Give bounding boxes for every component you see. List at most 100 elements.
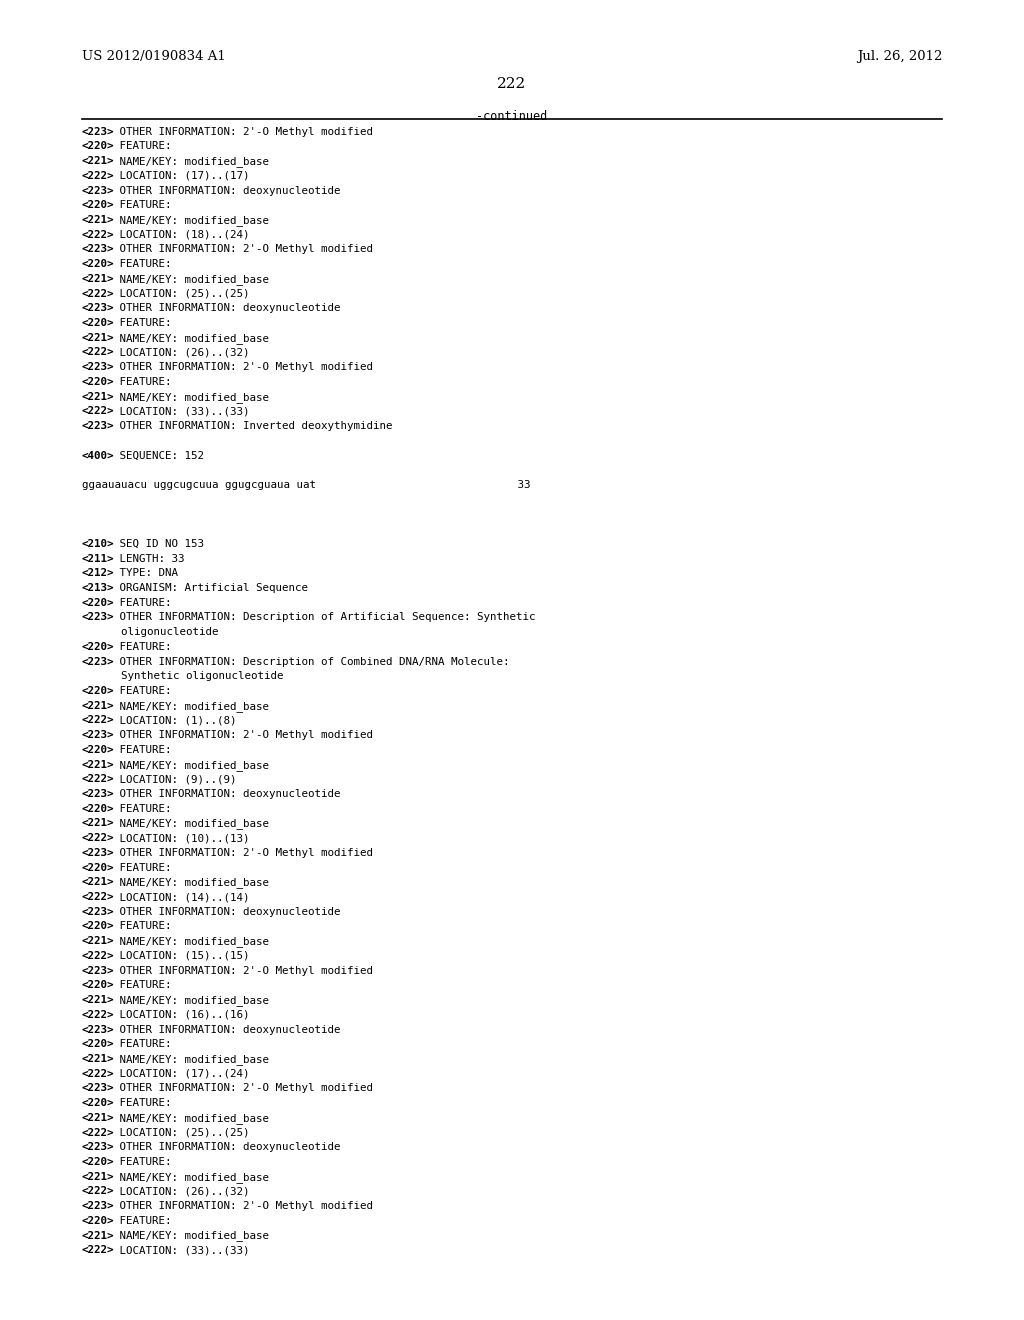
Text: NAME/KEY: modified_base: NAME/KEY: modified_base <box>114 701 269 711</box>
Text: <221>: <221> <box>82 275 115 284</box>
Text: <221>: <221> <box>82 1113 115 1123</box>
Text: OTHER INFORMATION: deoxynucleotide: OTHER INFORMATION: deoxynucleotide <box>114 304 341 313</box>
Text: <220>: <220> <box>82 804 115 813</box>
Text: <222>: <222> <box>82 892 115 902</box>
Text: <220>: <220> <box>82 141 115 152</box>
Text: Jul. 26, 2012: Jul. 26, 2012 <box>857 50 942 63</box>
Text: <220>: <220> <box>82 863 115 873</box>
Text: <213>: <213> <box>82 583 115 593</box>
Text: NAME/KEY: modified_base: NAME/KEY: modified_base <box>114 275 269 285</box>
Text: OTHER INFORMATION: deoxynucleotide: OTHER INFORMATION: deoxynucleotide <box>114 186 341 195</box>
Text: <223>: <223> <box>82 127 115 137</box>
Text: <222>: <222> <box>82 347 115 358</box>
Text: <221>: <221> <box>82 1053 115 1064</box>
Text: FEATURE:: FEATURE: <box>114 921 172 932</box>
Text: <223>: <223> <box>82 1024 115 1035</box>
Text: <221>: <221> <box>82 1172 115 1181</box>
Text: OTHER INFORMATION: 2'-O Methyl modified: OTHER INFORMATION: 2'-O Methyl modified <box>114 244 374 255</box>
Text: ggaauauacu uggcugcuua ggugcguaua uat                               33: ggaauauacu uggcugcuua ggugcguaua uat 33 <box>82 480 530 490</box>
Text: OTHER INFORMATION: 2'-O Methyl modified: OTHER INFORMATION: 2'-O Methyl modified <box>114 362 374 372</box>
Text: <220>: <220> <box>82 981 115 990</box>
Text: <210>: <210> <box>82 539 115 549</box>
Text: FEATURE:: FEATURE: <box>114 804 172 813</box>
Text: NAME/KEY: modified_base: NAME/KEY: modified_base <box>114 1053 269 1065</box>
Text: NAME/KEY: modified_base: NAME/KEY: modified_base <box>114 1113 269 1123</box>
Text: OTHER INFORMATION: 2'-O Methyl modified: OTHER INFORMATION: 2'-O Methyl modified <box>114 966 374 975</box>
Text: <211>: <211> <box>82 553 115 564</box>
Text: oligonucleotide: oligonucleotide <box>82 627 218 638</box>
Text: <220>: <220> <box>82 1156 115 1167</box>
Text: OTHER INFORMATION: Description of Combined DNA/RNA Molecule:: OTHER INFORMATION: Description of Combin… <box>114 656 510 667</box>
Text: <220>: <220> <box>82 598 115 607</box>
Text: <220>: <220> <box>82 318 115 329</box>
Text: <220>: <220> <box>82 1039 115 1049</box>
Text: <223>: <223> <box>82 421 115 432</box>
Text: LOCATION: (17)..(17): LOCATION: (17)..(17) <box>114 170 250 181</box>
Text: <220>: <220> <box>82 686 115 696</box>
Text: <222>: <222> <box>82 1187 115 1196</box>
Text: <222>: <222> <box>82 289 115 298</box>
Text: <223>: <223> <box>82 966 115 975</box>
Text: LOCATION: (9)..(9): LOCATION: (9)..(9) <box>114 775 237 784</box>
Text: <222>: <222> <box>82 1127 115 1138</box>
Text: <220>: <220> <box>82 378 115 387</box>
Text: LOCATION: (10)..(13): LOCATION: (10)..(13) <box>114 833 250 843</box>
Text: FEATURE:: FEATURE: <box>114 981 172 990</box>
Text: <223>: <223> <box>82 1084 115 1093</box>
Text: FEATURE:: FEATURE: <box>114 863 172 873</box>
Text: NAME/KEY: modified_base: NAME/KEY: modified_base <box>114 215 269 226</box>
Text: FEATURE:: FEATURE: <box>114 686 172 696</box>
Text: NAME/KEY: modified_base: NAME/KEY: modified_base <box>114 156 269 168</box>
Text: <223>: <223> <box>82 304 115 313</box>
Text: FEATURE:: FEATURE: <box>114 642 172 652</box>
Text: <223>: <223> <box>82 907 115 917</box>
Text: LOCATION: (25)..(25): LOCATION: (25)..(25) <box>114 1127 250 1138</box>
Text: <222>: <222> <box>82 230 115 240</box>
Text: FEATURE:: FEATURE: <box>114 378 172 387</box>
Text: <220>: <220> <box>82 744 115 755</box>
Text: FEATURE:: FEATURE: <box>114 1098 172 1107</box>
Text: <222>: <222> <box>82 1069 115 1078</box>
Text: LOCATION: (26)..(32): LOCATION: (26)..(32) <box>114 1187 250 1196</box>
Text: <222>: <222> <box>82 1245 115 1255</box>
Text: NAME/KEY: modified_base: NAME/KEY: modified_base <box>114 1230 269 1242</box>
Text: OTHER INFORMATION: deoxynucleotide: OTHER INFORMATION: deoxynucleotide <box>114 789 341 799</box>
Text: OTHER INFORMATION: Inverted deoxythymidine: OTHER INFORMATION: Inverted deoxythymidi… <box>114 421 393 432</box>
Text: <220>: <220> <box>82 201 115 210</box>
Text: <222>: <222> <box>82 715 115 726</box>
Text: <220>: <220> <box>82 921 115 932</box>
Text: <222>: <222> <box>82 407 115 416</box>
Text: <221>: <221> <box>82 818 115 829</box>
Text: OTHER INFORMATION: deoxynucleotide: OTHER INFORMATION: deoxynucleotide <box>114 907 341 917</box>
Text: <400>: <400> <box>82 450 115 461</box>
Text: FEATURE:: FEATURE: <box>114 1156 172 1167</box>
Text: <221>: <221> <box>82 333 115 343</box>
Text: Synthetic oligonucleotide: Synthetic oligonucleotide <box>82 672 284 681</box>
Text: SEQ ID NO 153: SEQ ID NO 153 <box>114 539 205 549</box>
Text: OTHER INFORMATION: 2'-O Methyl modified: OTHER INFORMATION: 2'-O Methyl modified <box>114 127 374 137</box>
Text: <220>: <220> <box>82 259 115 269</box>
Text: SEQUENCE: 152: SEQUENCE: 152 <box>114 450 205 461</box>
Text: LOCATION: (25)..(25): LOCATION: (25)..(25) <box>114 289 250 298</box>
Text: <223>: <223> <box>82 1201 115 1212</box>
Text: 222: 222 <box>498 77 526 91</box>
Text: OTHER INFORMATION: 2'-O Methyl modified: OTHER INFORMATION: 2'-O Methyl modified <box>114 730 374 741</box>
Text: <221>: <221> <box>82 1230 115 1241</box>
Text: <223>: <223> <box>82 362 115 372</box>
Text: FEATURE:: FEATURE: <box>114 598 172 607</box>
Text: OTHER INFORMATION: 2'-O Methyl modified: OTHER INFORMATION: 2'-O Methyl modified <box>114 1084 374 1093</box>
Text: <221>: <221> <box>82 215 115 224</box>
Text: LOCATION: (15)..(15): LOCATION: (15)..(15) <box>114 950 250 961</box>
Text: <221>: <221> <box>82 878 115 887</box>
Text: OTHER INFORMATION: Description of Artificial Sequence: Synthetic: OTHER INFORMATION: Description of Artifi… <box>114 612 536 623</box>
Text: <223>: <223> <box>82 244 115 255</box>
Text: <212>: <212> <box>82 568 115 578</box>
Text: -continued: -continued <box>476 110 548 123</box>
Text: NAME/KEY: modified_base: NAME/KEY: modified_base <box>114 1172 269 1183</box>
Text: <220>: <220> <box>82 642 115 652</box>
Text: LOCATION: (14)..(14): LOCATION: (14)..(14) <box>114 892 250 902</box>
Text: <223>: <223> <box>82 789 115 799</box>
Text: FEATURE:: FEATURE: <box>114 1039 172 1049</box>
Text: <221>: <221> <box>82 995 115 1005</box>
Text: TYPE: DNA: TYPE: DNA <box>114 568 178 578</box>
